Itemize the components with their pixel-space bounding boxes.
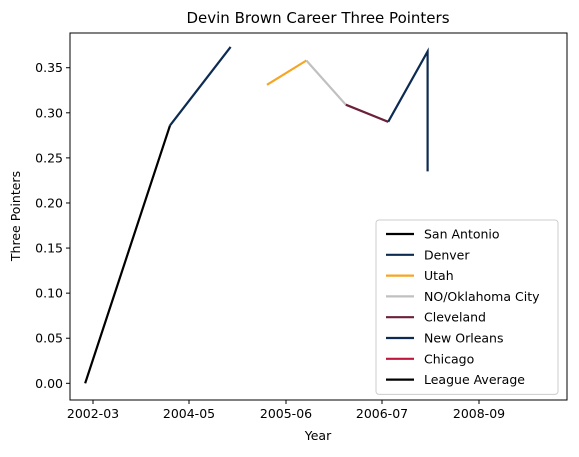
series-line-1 <box>169 46 232 127</box>
y-tick-label: 0.25 <box>35 150 63 165</box>
legend-label-3: NO/Oklahoma City <box>424 289 540 304</box>
series-line-4 <box>345 103 389 123</box>
chart-title: Devin Brown Career Three Pointers <box>186 9 449 27</box>
legend-label-0: San Antonio <box>424 227 500 242</box>
legend-label-7: League Average <box>424 372 525 387</box>
x-tick-label: 2006-07 <box>356 406 408 421</box>
series-line-2 <box>266 59 307 86</box>
legend-label-2: Utah <box>424 268 454 283</box>
x-axis-title: Year <box>304 428 332 443</box>
x-tick-label: 2004-05 <box>163 406 215 421</box>
y-tick-label: 0.20 <box>35 195 63 210</box>
x-tick-label: 2002-03 <box>67 406 119 421</box>
series-line-0 <box>84 125 172 384</box>
y-tick-label: 0.30 <box>35 105 63 120</box>
series-line-3 <box>305 59 347 106</box>
y-tick-label: 0.10 <box>35 286 63 301</box>
y-axis-title: Three Pointers <box>8 171 23 262</box>
plot-frame <box>69 32 568 401</box>
y-tick-label: 0.05 <box>35 331 63 346</box>
legend-label-4: Cleveland <box>424 310 486 325</box>
y-tick-label: 0.00 <box>35 376 63 391</box>
legend-box <box>375 219 559 395</box>
y-tick-label: 0.15 <box>35 241 63 256</box>
legend-label-5: New Orleans <box>424 331 503 346</box>
legend-label-1: Denver <box>424 247 470 262</box>
x-tick-label: 2008-09 <box>453 406 505 421</box>
y-tick-label: 0.35 <box>35 60 63 75</box>
x-tick-label: 2005-06 <box>260 406 312 421</box>
plot-area: 0.00 0.05 0.10 0.15 0.20 0.25 0.30 0.35 2002-03 2… <box>35 32 568 421</box>
legend: San Antonio Denver Utah NO/Oklahoma City Cle… <box>375 219 559 395</box>
legend-label-6: Chicago <box>424 351 474 366</box>
series-line-5 <box>387 47 429 172</box>
